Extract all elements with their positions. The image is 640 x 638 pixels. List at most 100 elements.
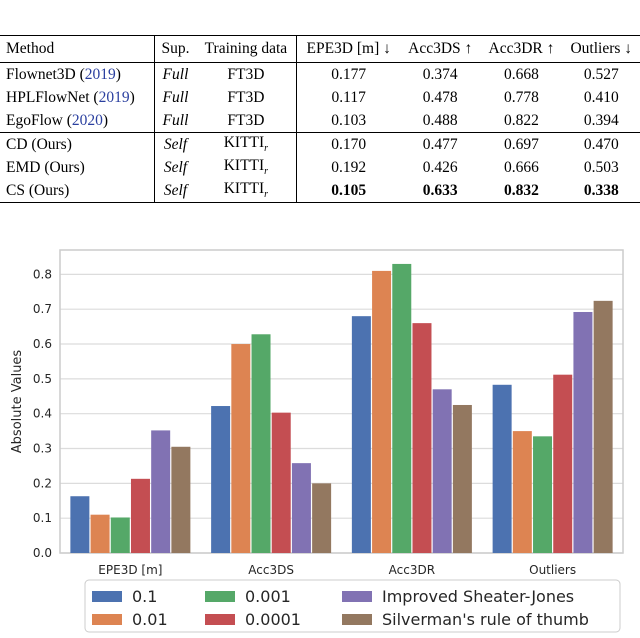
method-cell: Flownet3D (2019): [0, 62, 156, 86]
bar: [171, 446, 191, 553]
legend-label: 0.01: [132, 610, 168, 629]
y-tick-label: 0.1: [33, 511, 52, 525]
table-row: EMD (Ours) Self KITTIr 0.192 0.426 0.666 0.503: [0, 156, 640, 179]
train-name: FT3D: [227, 65, 265, 83]
method-name: EMD (Ours): [6, 158, 85, 176]
legend-swatch: [342, 614, 372, 625]
value-cell: 0.177: [331, 65, 367, 83]
legend-swatch: [205, 614, 235, 625]
train-subscript: r: [264, 143, 269, 155]
train-name: FT3D: [227, 111, 265, 129]
bar: [211, 406, 231, 553]
train-cell: KITTIr: [195, 156, 298, 179]
bar-chart: 0.0 0.1 0.2 0.3 0.4 0.5 0.6 0.7 0.8 Absolute Valu…: [10, 249, 624, 633]
sup-cell: Self: [163, 181, 188, 199]
method-cell: CS (Ours): [0, 179, 156, 203]
x-tick-label: Acc3DR: [389, 563, 435, 577]
method-name: CD (Ours): [6, 135, 72, 153]
sup-cell: Self: [163, 158, 188, 176]
legend-swatch: [205, 591, 235, 602]
bar: [130, 478, 150, 553]
bar: [90, 514, 110, 553]
bar: [291, 463, 311, 553]
y-tick-label: 0.3: [33, 442, 52, 456]
bar: [271, 412, 291, 553]
legend-label: 0.001: [245, 587, 291, 606]
method-name: Flownet3D: [6, 65, 76, 83]
citation-link[interactable]: 2019: [84, 65, 116, 83]
citation-link[interactable]: 2019: [98, 88, 130, 106]
y-tick-label: 0.7: [33, 302, 52, 316]
bar: [231, 344, 251, 553]
train-subscript: r: [264, 166, 269, 178]
method-cell: HPLFlowNet (2019): [0, 86, 156, 109]
method-cell: EgoFlow (2020): [0, 109, 156, 133]
method-name: HPLFlowNet: [6, 88, 90, 106]
bar: [412, 323, 432, 553]
train-cell: FT3D: [195, 62, 298, 86]
bar: [432, 389, 452, 553]
value-cell: 0.488: [422, 111, 458, 129]
value-cell: 0.822: [504, 111, 539, 129]
value-cell: 0.105: [331, 181, 367, 199]
y-tick-label: 0.5: [33, 372, 52, 386]
col-header: Acc3DS ↑: [408, 40, 473, 57]
method-name: EgoFlow: [6, 111, 63, 129]
value-cell: 0.338: [583, 181, 619, 199]
plot-frame: [59, 249, 624, 554]
method-cell: EMD (Ours): [0, 156, 156, 179]
bar: [573, 311, 593, 553]
col-header: Method: [0, 35, 156, 63]
legend-swatch: [92, 614, 122, 625]
sup-cell: Full: [162, 111, 189, 129]
x-tick-label: EPE3D [m]: [98, 563, 162, 577]
bar: [70, 496, 90, 553]
col-header: Training data: [195, 35, 298, 63]
col-header: Sup.: [161, 40, 190, 57]
value-cell: 0.117: [331, 88, 366, 106]
value-cell: 0.477: [422, 135, 458, 153]
train-subscript: r: [264, 189, 269, 201]
value-cell: 0.666: [504, 158, 539, 176]
table-row: HPLFlowNet (2019) Full FT3D 0.117 0.478 0.778…: [0, 86, 640, 109]
value-cell: 0.527: [583, 65, 619, 83]
bar: [553, 374, 573, 553]
value-cell: 0.697: [504, 135, 539, 153]
legend-swatch: [342, 591, 372, 602]
y-tick-label: 0.0: [33, 546, 52, 560]
train-name: KITTI: [223, 180, 265, 198]
y-tick-label: 0.2: [33, 476, 52, 490]
bar: [492, 384, 512, 553]
y-tick-label: 0.4: [33, 407, 52, 421]
train-cell: KITTIr: [195, 132, 298, 156]
train-name: KITTI: [223, 157, 265, 175]
x-tick-label: Outliers: [529, 563, 576, 577]
bar: [251, 334, 271, 553]
legend-label: 0.1: [132, 587, 157, 606]
value-cell: 0.103: [331, 111, 367, 129]
method-name: CS (Ours): [6, 181, 70, 199]
value-cell: 0.633: [422, 181, 458, 199]
table-row: CS (Ours) Self KITTIr 0.105 0.633 0.832 0.338: [0, 179, 640, 203]
train-cell: FT3D: [195, 109, 298, 133]
train-name: FT3D: [227, 88, 265, 106]
bar: [452, 404, 472, 553]
legend-swatch: [92, 591, 122, 602]
value-cell: 0.410: [583, 88, 619, 106]
legend-label: 0.0001: [245, 610, 301, 629]
legend: 0.1 0.01 0.001 0.0001 Improved Sheater-Jones…: [84, 579, 621, 633]
bar: [392, 263, 412, 553]
value-cell: 0.170: [331, 135, 367, 153]
x-tick-label: Acc3DS: [248, 563, 294, 577]
bar: [312, 483, 332, 553]
value-cell: 0.426: [422, 158, 458, 176]
citation-link[interactable]: 2020: [71, 111, 103, 129]
col-header: Acc3DR ↑: [488, 40, 555, 57]
col-header: EPE3D [m] ↓: [306, 40, 391, 57]
train-cell: FT3D: [195, 86, 298, 109]
value-cell: 0.470: [583, 135, 619, 153]
results-table: Method Sup. Training data EPE3D [m] ↓ Ac…: [0, 35, 640, 203]
value-cell: 0.192: [331, 158, 367, 176]
bar: [533, 436, 553, 553]
bar: [151, 430, 171, 553]
